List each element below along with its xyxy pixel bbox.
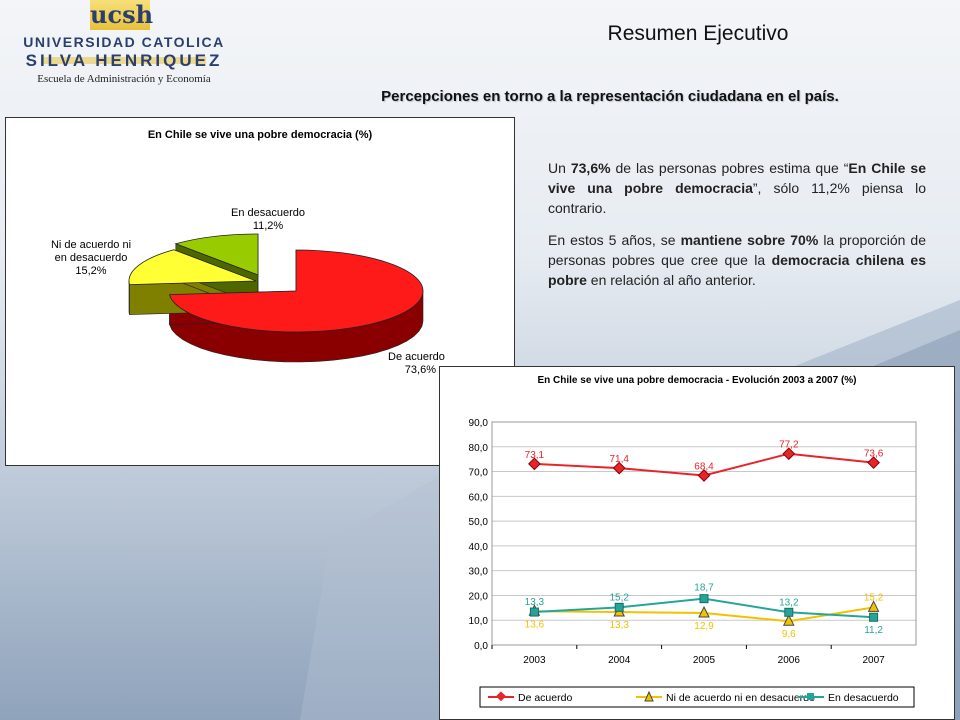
data-label: 73,6 [864,449,884,460]
pie-label-1: Ni de acuerdo ni [51,239,131,251]
point-marker [867,456,880,469]
text-fragment: de las personas pobres estima que “ [610,160,849,176]
summary-text: Un 73,6% de las personas pobres estima q… [548,158,926,302]
legend-label: En desacuerdo [828,692,899,704]
series-0: 73,1 71,4 68,4 77,2 73,6 [525,440,884,482]
pie-label-0: De acuerdo [388,351,445,363]
pie-chart-panel: En Chile se vive una pobre democracia (%… [5,117,515,466]
page-title: Resumen Ejecutivo [607,22,789,45]
point-marker [697,469,711,482]
text-highlight: 73,6% [570,160,611,176]
point-marker [529,607,539,617]
legend-marker [807,693,814,700]
data-label: 13,6 [525,619,545,630]
y-tick-label: 70,0 [469,468,489,479]
text-fragment: ”, sólo 11,2% piensa lo contrario. [548,180,926,216]
y-tick-label: 40,0 [469,542,489,553]
y-tick-label: 0,0 [474,641,488,652]
x-tick-label: 2004 [608,655,631,666]
pie-label-1: en desacuerdo [55,252,128,264]
legend-label: De acuerdo [518,692,572,704]
data-label: 73,1 [525,450,545,461]
point-marker [612,461,626,475]
summary-paragraph-2: En estos 5 años, se mantiene sobre 70% l… [548,230,926,290]
logo-university-name: UNIVERSIDAD CATOLICA [23,34,225,50]
pie-slice-0 [168,249,424,333]
data-label: 71,4 [609,454,629,465]
point-marker [869,612,879,622]
y-tick-label: 60,0 [469,492,489,503]
y-tick-label: 80,0 [469,443,489,454]
data-label: 12,9 [694,621,714,632]
legend-item-2: En desacuerdo [798,692,899,704]
y-tick-label: 50,0 [469,517,489,528]
logo-school-name: Escuela de Administración y Economía [37,73,211,85]
pie-label-2: En desacuerdo [231,207,305,219]
summary-paragraph-1: Un 73,6% de las personas pobres estima q… [548,158,926,218]
legend-label: Ni de acuerdo ni en desacuerdo [666,692,815,704]
x-tick-label: 2005 [693,655,716,666]
pie-value-1: 15,2% [75,265,106,277]
x-tick-label: 2006 [778,655,801,666]
point-marker [782,614,795,626]
series-2: 13,3 15,2 18,7 13,2 11,2 [525,583,884,637]
y-tick-label: 30,0 [469,567,489,578]
page-subtitle: Percepciones en torno a la representació… [381,88,839,105]
data-label: 13,3 [525,597,545,608]
logo-gold-bar [42,57,206,64]
legend-item-1: Ni de acuerdo ni en desacuerdo [636,690,815,704]
text-fragment: la proporción de personas pobres que cre… [548,232,927,268]
line-chart: En Chile se vive una pobre democracia - … [469,375,917,708]
pie-slice-2 [174,233,259,276]
point-marker [784,607,794,617]
data-label: 13,3 [609,620,629,631]
y-tick-label: 90,0 [469,418,489,429]
logo-silva-henriquez: SILVA HENRIQUEZ [25,51,223,70]
legend-marker [644,690,654,702]
plot-area [491,421,917,646]
point-marker [614,602,624,612]
line-chart-title: En Chile se vive una pobre democracia - … [537,375,856,386]
data-label: 11,2 [864,625,883,636]
point-marker [698,605,710,618]
y-tick-label: 20,0 [469,591,489,602]
data-label: 15,2 [864,592,884,603]
pie-slice-1 [128,249,257,286]
data-label: 9,6 [782,629,796,640]
text-highlight: democracia chilena es pobre [548,252,926,288]
text-highlight: En Chile se vive una pobre democracia [548,160,926,196]
pie-chart: En Chile se vive una pobre democracia (%… [51,129,445,376]
text-highlight: mantiene sobre 70% [680,232,819,248]
data-label: 68,4 [694,462,714,473]
pie-value-2: 11,2% [253,220,284,232]
logo-mark: ucsh [90,0,154,30]
point-marker [867,600,880,612]
data-label: 13,2 [779,597,799,608]
point-marker [528,457,541,471]
point-marker [782,447,796,461]
data-label: 77,2 [779,440,799,451]
legend-box [479,686,915,708]
pie-value-0: 73,6% [405,364,436,376]
text-fragment: En estos 5 años, se [548,232,681,248]
line-chart-panel: En Chile se vive una pobre democracia - … [439,366,955,720]
point-marker [699,594,709,604]
x-tick-label: 2003 [523,655,546,666]
x-tick-label: 2007 [862,655,885,666]
university-logo: ucsh UNIVERSIDAD CATOLICA SILVA HENRIQUE… [8,0,240,90]
data-label: 15,2 [609,592,629,603]
text-fragment: Un [548,160,571,176]
data-label: 18,7 [694,583,714,594]
pie-chart-title: En Chile se vive una pobre democracia (%… [148,129,373,141]
text-fragment: en relación al año anterior. [586,272,756,288]
y-tick-label: 10,0 [469,616,489,627]
